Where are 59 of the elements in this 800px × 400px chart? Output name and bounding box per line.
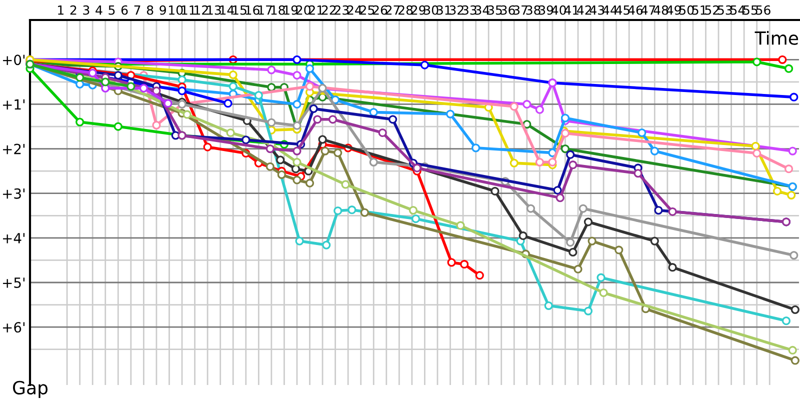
x-tick-label: 10 — [169, 5, 183, 15]
x-tick-label: 13 — [207, 5, 221, 15]
x-tick-label: 30 — [424, 5, 438, 15]
x-tick-label: 47 — [640, 6, 656, 15]
x-tick-label: 1 — [58, 6, 64, 15]
x-tick-label: 52 — [705, 5, 719, 15]
x-tick-label: 37 — [514, 5, 528, 15]
x-tick-label: 14 — [220, 6, 234, 15]
x-tick-label: 38 — [526, 5, 540, 15]
x-tick-label: 53 — [718, 5, 732, 15]
x-axis-title: Time — [754, 30, 798, 45]
x-tick-label: 3 — [83, 5, 90, 15]
y-tick-label: +0' — [3, 54, 25, 66]
x-tick-label: 48 — [654, 5, 668, 15]
x-tick-label: 54 — [730, 6, 745, 15]
x-tick-label: 25 — [360, 5, 374, 15]
x-tick-label: 16 — [246, 5, 260, 15]
x-tick-label: 27 — [386, 5, 400, 15]
x-tick-label: 55 — [743, 6, 758, 15]
x-tick-label: 36 — [500, 5, 515, 15]
x-tick-label: 19 — [284, 5, 298, 15]
x-tick-label: 22 — [322, 5, 336, 15]
y-tick-label: +4' — [3, 233, 25, 244]
x-tick-label: 41 — [564, 6, 578, 15]
x-tick-label: 2 — [70, 5, 76, 15]
x-tick-label: 56 — [756, 5, 770, 15]
x-tick-label: 28 — [398, 5, 413, 15]
x-tick-label: 21 — [309, 5, 323, 15]
x-tick-label: 35 — [488, 5, 502, 15]
x-tick-label: 7 — [134, 6, 140, 15]
x-tick-label: 18 — [271, 5, 285, 15]
x-tick-label: 31 — [436, 5, 451, 15]
x-tick-label: 34 — [475, 5, 490, 15]
x-tick-label: 43 — [590, 5, 604, 15]
x-tick-label: 12 — [194, 5, 208, 15]
y-tick-label: +6' — [3, 322, 25, 333]
x-tick-label: 33 — [462, 5, 476, 15]
x-tick-label: 11 — [182, 6, 196, 15]
x-tick-label: 42 — [577, 5, 592, 15]
x-tick-label: 51 — [692, 6, 706, 15]
x-tick-label: 24 — [347, 5, 362, 15]
y-tick-label: +3' — [3, 188, 25, 199]
x-tick-label: 9 — [160, 5, 166, 15]
x-tick-label: 29 — [411, 5, 426, 15]
x-tick-label: 17 — [258, 6, 272, 15]
y-tick-label: +1' — [3, 99, 25, 110]
x-tick-label: 20 — [296, 5, 310, 15]
x-tick-label: 50 — [680, 5, 694, 15]
annotation: Gap — [13, 380, 48, 398]
x-tick-label: 4 — [96, 6, 102, 15]
x-tick-label: 15 — [232, 6, 246, 15]
x-tick-label: 26 — [372, 5, 388, 15]
x-tick-label: 8 — [146, 5, 154, 15]
y-tick-label: +2' — [3, 144, 25, 154]
x-tick-label: 5 — [108, 6, 115, 15]
x-tick-label: 6 — [121, 5, 128, 15]
x-tick-label: 32 — [450, 5, 464, 15]
y-tick-label: +5' — [3, 278, 25, 288]
x-tick-label: 23 — [334, 5, 349, 15]
